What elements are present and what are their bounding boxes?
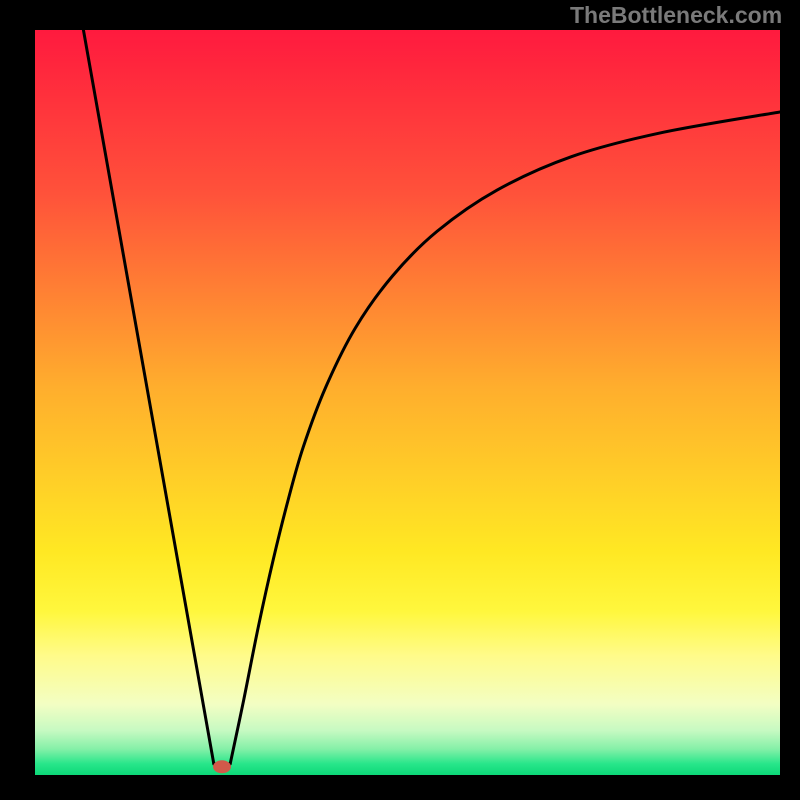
watermark-text: TheBottleneck.com: [570, 2, 782, 29]
plot-area: [35, 30, 780, 775]
bottleneck-curve: [35, 30, 780, 775]
